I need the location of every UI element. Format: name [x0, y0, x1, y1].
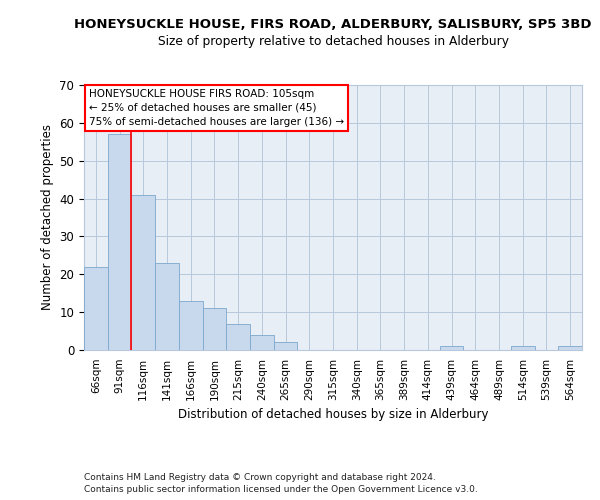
Bar — [179, 301, 203, 350]
Text: HONEYSUCKLE HOUSE FIRS ROAD: 105sqm
← 25% of detached houses are smaller (45)
75: HONEYSUCKLE HOUSE FIRS ROAD: 105sqm ← 25… — [89, 89, 344, 127]
X-axis label: Distribution of detached houses by size in Alderbury: Distribution of detached houses by size … — [178, 408, 488, 421]
Bar — [226, 324, 250, 350]
Text: Contains public sector information licensed under the Open Government Licence v3: Contains public sector information licen… — [84, 485, 478, 494]
Y-axis label: Number of detached properties: Number of detached properties — [41, 124, 54, 310]
Bar — [250, 335, 274, 350]
Bar — [440, 346, 463, 350]
Text: Contains HM Land Registry data © Crown copyright and database right 2024.: Contains HM Land Registry data © Crown c… — [84, 472, 436, 482]
Bar — [203, 308, 226, 350]
Bar — [274, 342, 298, 350]
Bar — [131, 195, 155, 350]
Text: Size of property relative to detached houses in Alderbury: Size of property relative to detached ho… — [158, 35, 509, 48]
Bar — [558, 346, 582, 350]
Bar — [84, 266, 108, 350]
Bar — [155, 263, 179, 350]
Text: HONEYSUCKLE HOUSE, FIRS ROAD, ALDERBURY, SALISBURY, SP5 3BD: HONEYSUCKLE HOUSE, FIRS ROAD, ALDERBURY,… — [74, 18, 592, 30]
Bar — [108, 134, 131, 350]
Bar — [511, 346, 535, 350]
